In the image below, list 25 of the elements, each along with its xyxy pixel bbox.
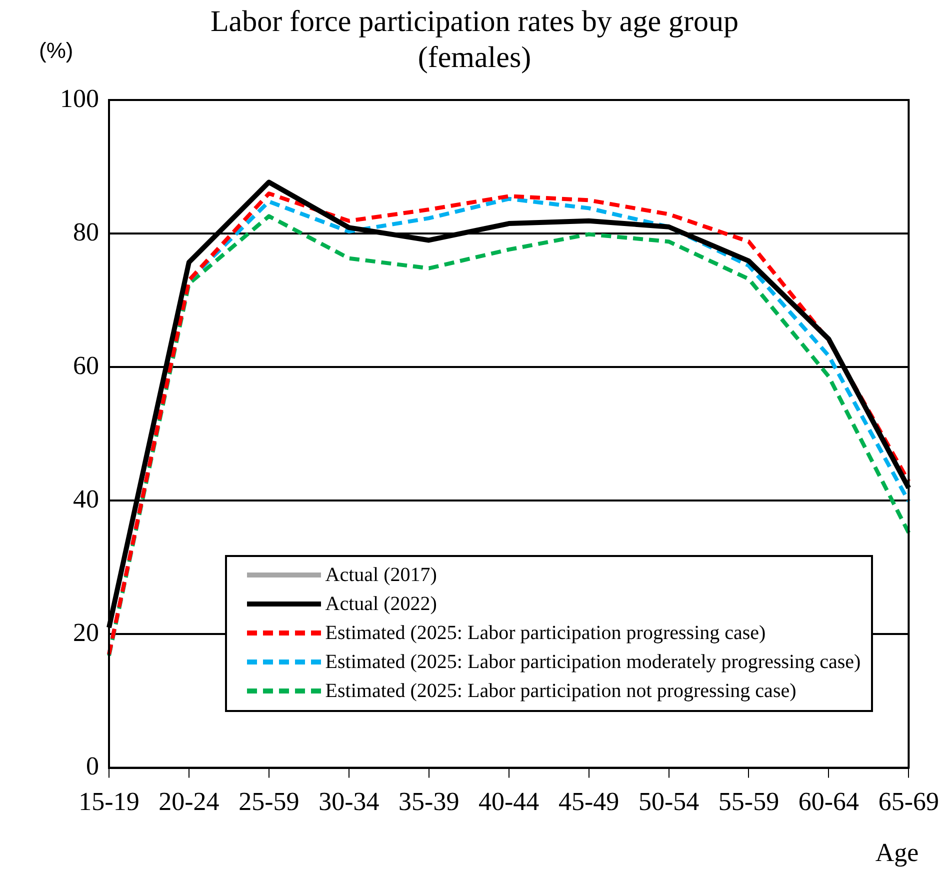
y-axis-title: (%)	[39, 38, 74, 64]
legend-label: Actual (2022)	[325, 592, 437, 616]
y-tick-label: 60	[73, 350, 99, 380]
y-tick-label: 100	[60, 84, 99, 113]
legend-label: Actual (2017)	[325, 564, 437, 587]
x-axis-title: Age	[875, 838, 919, 868]
y-tick-label: 0	[86, 752, 99, 781]
x-tick-label: 50-54	[638, 787, 700, 816]
x-tick-label: 40-44	[478, 787, 540, 816]
x-tick-label: 45-49	[558, 787, 620, 816]
y-tick-label: 40	[73, 484, 99, 514]
x-tick-label: 30-34	[318, 787, 380, 816]
legend-label: Estimated (2025: Labor participation not progressing case)	[325, 680, 796, 703]
x-tick-label: 65-69	[878, 787, 940, 816]
y-tick-label: 80	[73, 217, 99, 246]
x-tick-label: 60-64	[798, 787, 860, 816]
x-tick-label: 15-19	[78, 787, 140, 816]
chart-title: Labor force participation rates by age group (females)	[209, 4, 740, 76]
x-tick-label: 25-59	[238, 787, 300, 816]
x-tick-label: 35-39	[398, 787, 460, 816]
y-tick-label: 20	[73, 618, 99, 648]
legend-label: Estimated (2025: Labor participation moderately progressing case)	[325, 650, 861, 674]
x-tick-label: 20-24	[158, 787, 220, 816]
legend-label: Estimated (2025: Labor participation progressing case)	[325, 622, 766, 645]
x-tick-label: 55-59	[718, 787, 780, 816]
